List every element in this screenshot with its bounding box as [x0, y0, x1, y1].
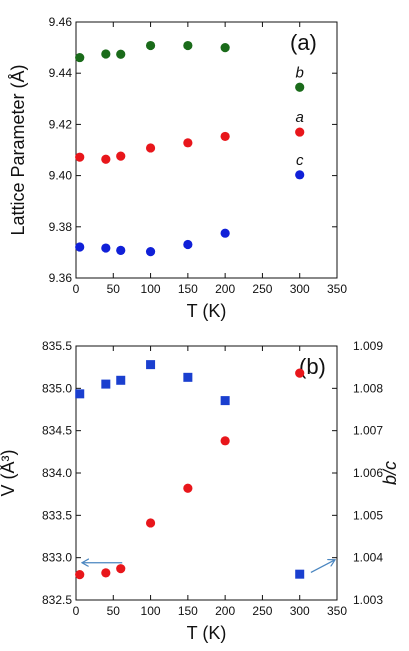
- panel-a-point-c: [220, 228, 230, 238]
- panel-b-x-tick-label: 200: [215, 604, 235, 618]
- panel-b-y2-tick-label: 1.008: [353, 381, 383, 395]
- panel-a-point-c: [75, 242, 85, 252]
- panel-a-x-tick-label: 250: [252, 282, 272, 296]
- panel-b-x-tick-label: 50: [107, 604, 121, 618]
- panel-b-point-volume: [101, 568, 111, 578]
- panel-b-y-tick-label: 833.0: [42, 551, 72, 565]
- panel-a-point-c: [183, 239, 193, 250]
- panel-b-x-tick-label: 350: [327, 604, 347, 618]
- panel-b-y-tick-label: 834.5: [42, 424, 72, 438]
- panel-a-x-tick-label: 100: [141, 282, 161, 296]
- panel-a-series-label-c: c: [296, 152, 304, 169]
- panel-a-y-tick-label: 9.46: [49, 15, 73, 29]
- panel-a-x-tick-label: 50: [107, 282, 121, 296]
- panel-a-point-c: [101, 243, 111, 253]
- panel-a-point-b: [116, 49, 126, 59]
- panel-a-point-c: [116, 245, 126, 255]
- panel-b-point-ratio: [75, 389, 85, 399]
- panel-b-point-ratio: [183, 372, 193, 382]
- panel-a-point-b: [183, 40, 193, 51]
- panel-b-point-volume: [295, 368, 305, 378]
- panel-b-y2-tick-label: 1.009: [353, 339, 383, 353]
- panel-a-point-b: [220, 43, 230, 53]
- panel-a-x-axis-label: T (K): [187, 301, 227, 321]
- panel-b-point-volume: [220, 436, 230, 446]
- panel-b-x-tick-label: 250: [252, 604, 272, 618]
- panel-b-point-volume: [145, 518, 156, 528]
- panel-a-point-b: [145, 40, 156, 51]
- panel-a-point-a: [101, 154, 111, 164]
- panel-b-y-tick-label: 834.0: [42, 466, 72, 480]
- panel-b-x-tick-label: 150: [178, 604, 198, 618]
- panel-a-point-b: [295, 82, 305, 92]
- panel-b-y2-tick-label: 1.006: [353, 466, 383, 480]
- panel-a-point-b: [75, 52, 85, 63]
- panel-a-y-tick-label: 9.44: [49, 66, 73, 80]
- panel-b-point-ratio: [116, 375, 126, 385]
- panel-a-point-c: [145, 247, 156, 257]
- panel-a-x-tick-label: 0: [73, 282, 80, 296]
- panel-a-series-label-b: b: [296, 64, 304, 81]
- panel-b-point-volume: [183, 483, 193, 493]
- panel-b-y2-tick-label: 1.004: [353, 551, 383, 565]
- panel-b-y-axis-label: V (Å³): [0, 450, 18, 497]
- panel-a-x-tick-label: 300: [290, 282, 310, 296]
- panel-b-y2-tick-label: 1.003: [353, 593, 383, 607]
- panel-a-plot-frame: [75, 21, 338, 279]
- panel-a-point-a: [75, 152, 85, 162]
- panel-b-x-tick-label: 0: [73, 604, 80, 618]
- panel-a-point-a: [295, 127, 305, 137]
- panel-b-y2-tick-label: 1.005: [353, 508, 383, 522]
- panel-a-y-tick-label: 9.36: [49, 271, 73, 285]
- panel-a-x-tick-label: 150: [178, 282, 198, 296]
- panel-b-plot-frame: [75, 345, 338, 601]
- panel-b-y2-axis-label: b/c: [380, 461, 400, 485]
- panel-a-y-tick-label: 9.42: [49, 117, 73, 131]
- panel-a-point-b: [101, 49, 111, 59]
- panel-b-y-tick-label: 835.5: [42, 339, 72, 353]
- panel-a-label: (a): [290, 30, 317, 55]
- panel-a-series-label-a: a: [296, 109, 304, 126]
- panel-b-y-tick-label: 833.5: [42, 508, 72, 522]
- panel-a-point-a: [220, 131, 230, 142]
- panel-a-point-a: [145, 143, 156, 153]
- panel-a-point-a: [116, 151, 126, 161]
- panel-b-point-ratio: [101, 379, 111, 389]
- panel-b-y-tick-label: 835.0: [42, 381, 72, 395]
- panel-b-x-axis-label: T (K): [187, 623, 227, 643]
- right-axis-arrow: [310, 560, 335, 574]
- panel-b-point-volume: [116, 564, 126, 574]
- panel-b-x-tick-label: 100: [141, 604, 161, 618]
- panel-a-y-axis-label: Lattice Parameter (Å): [8, 64, 28, 235]
- panel-a-point-c: [295, 170, 305, 180]
- panel-b-y2-tick-label: 1.007: [353, 424, 383, 438]
- panel-b-y-tick-label: 832.5: [42, 593, 72, 607]
- panel-a-y-tick-label: 9.40: [49, 169, 73, 183]
- panel-b-x-tick-label: 300: [290, 604, 310, 618]
- panel-b-point-ratio: [146, 360, 156, 370]
- panel-a-x-tick-label: 200: [215, 282, 235, 296]
- panel-b-point-ratio: [295, 569, 305, 579]
- panel-a-y-tick-label: 9.38: [49, 220, 73, 234]
- panel-b-point-ratio: [220, 396, 230, 406]
- panel-b-point-volume: [75, 570, 85, 580]
- panel-a-point-a: [183, 138, 193, 148]
- panel-a-x-tick-label: 350: [327, 282, 347, 296]
